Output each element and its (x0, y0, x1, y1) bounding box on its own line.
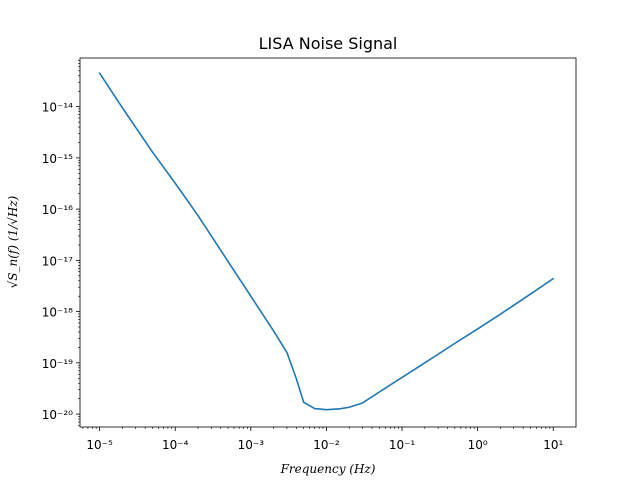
x-axis-label: Frequency (Hz) (280, 462, 376, 476)
plot-frame (79, 57, 577, 428)
x-tick-label: 10⁻⁴ (162, 438, 189, 452)
x-tick-label: 10⁻⁵ (86, 438, 113, 452)
y-tick-label: 10⁻¹⁴ (42, 101, 73, 115)
y-axis-ticks: 10⁻²⁰ 10⁻¹⁹ 10⁻¹⁸ 10⁻¹⁷ 10⁻¹⁶ 10⁻¹⁵ 10⁻¹⁴ (42, 60, 80, 426)
y-axis-label: √S_n(f) (1/√Hz) (6, 195, 20, 288)
chart-title: LISA Noise Signal (259, 34, 398, 53)
plot-layer (98, 72, 555, 411)
x-tick-label: 10⁻² (313, 438, 340, 452)
y-tick-label: 10⁻¹⁷ (42, 254, 73, 268)
x-tick-label: 10⁰ (468, 438, 488, 452)
x-tick-label: 10⁻¹ (389, 438, 416, 452)
x-axis-ticks: 10⁻⁵ 10⁻⁴ 10⁻³ 10⁻² 10⁻¹ 10⁰ 10¹ (82, 427, 563, 452)
y-tick-label: 10⁻¹⁸ (42, 306, 73, 320)
x-tick-label: 10¹ (543, 438, 563, 452)
y-tick-label: 10⁻¹⁹ (42, 357, 73, 371)
y-tick-label: 10⁻¹⁵ (42, 152, 73, 166)
y-tick-label: 10⁻²⁰ (42, 408, 73, 422)
series-line (98, 72, 555, 411)
x-tick-label: 10⁻³ (238, 438, 265, 452)
y-tick-label: 10⁻¹⁶ (42, 203, 73, 217)
